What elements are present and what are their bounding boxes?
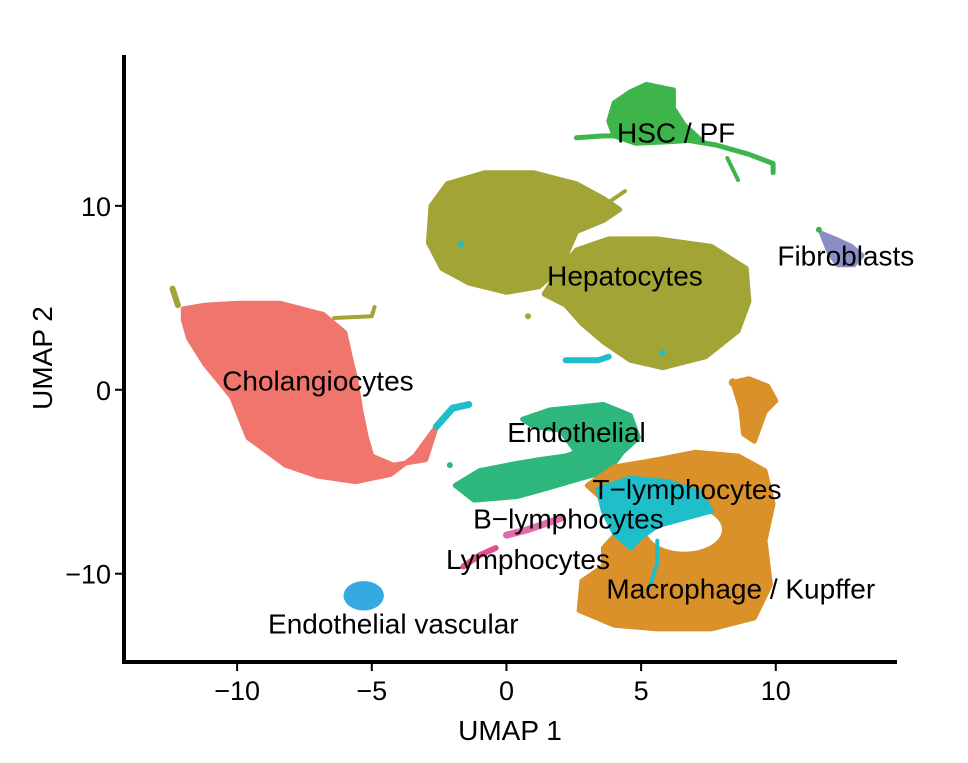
y-tick-label: 10 [81,192,111,222]
hsc-pf-cluster [681,137,776,176]
cluster-labels: Cholangiocytes Hepatocytes HSC / PF Fibrobl… [222,117,914,639]
y-tick-label: 0 [96,376,111,406]
clusters-layer [169,81,865,632]
x-tick-label: −10 [214,676,260,706]
lymphocytes-cluster [460,545,499,570]
cluster-label: Cholangiocytes [222,366,413,397]
y-ticks: −10 0 10 [65,192,124,590]
hsc-pf-cluster [725,156,741,183]
fibroblasts-cluster [819,230,865,268]
t-lymphocytes-cluster [595,475,714,551]
hepatocytes-cluster [590,189,627,216]
cluster-scatter-dot [457,241,464,248]
cluster-label: B−lymphocytes [473,504,664,535]
x-tick-label: −5 [356,676,387,706]
cluster-label: HSC / PF [617,117,735,148]
endothelial-vascular-cluster [343,581,384,611]
hepatocytes-cluster [541,236,752,371]
t-lymphocytes-cluster [647,538,660,591]
cluster-label: Lymphocytes [446,544,610,575]
y-tick-label: −10 [65,560,111,590]
fibroblasts-cluster [815,226,822,233]
hsc-pf-cluster [606,81,703,146]
cluster-label: T−lymphocytes [592,474,781,505]
cholangiocytes-cluster [332,305,377,320]
t-lymphocytes-cluster [562,353,612,364]
cluster-label: Fibroblasts [777,240,914,271]
cholangiocytes-cluster [169,285,181,309]
cluster-label: Hepatocytes [547,261,703,292]
t-lymphocytes-cluster [432,401,473,431]
endothelial-cluster [452,402,641,503]
cluster-scatter-dot [659,349,666,356]
x-tick-label: 10 [761,676,791,706]
x-tick-label: 0 [499,676,514,706]
axes-layer [122,55,897,664]
b-lymphocytes-cluster [503,515,564,539]
cluster-label: Macrophage / Kupffer [606,573,875,604]
hepatocytes-cluster [525,313,532,320]
cluster-label: Endothelial [507,417,646,448]
hepatocytes-cluster [425,170,623,295]
y-axis-title: UMAP 2 [27,306,58,410]
hsc-pf-cluster [574,133,623,141]
x-tick-label: 5 [634,676,649,706]
endothelial-cluster [595,447,602,454]
endothelial-cluster [446,462,453,469]
x-ticks: −10 −5 0 5 10 [214,662,791,706]
cluster-label: Endothelial vascular [268,608,519,639]
macrophage-kupffer-cluster [730,376,779,444]
macrophage-kupffer-cluster [728,378,737,387]
cholangiocytes-cluster [180,300,439,485]
x-axis-title: UMAP 1 [458,715,562,746]
